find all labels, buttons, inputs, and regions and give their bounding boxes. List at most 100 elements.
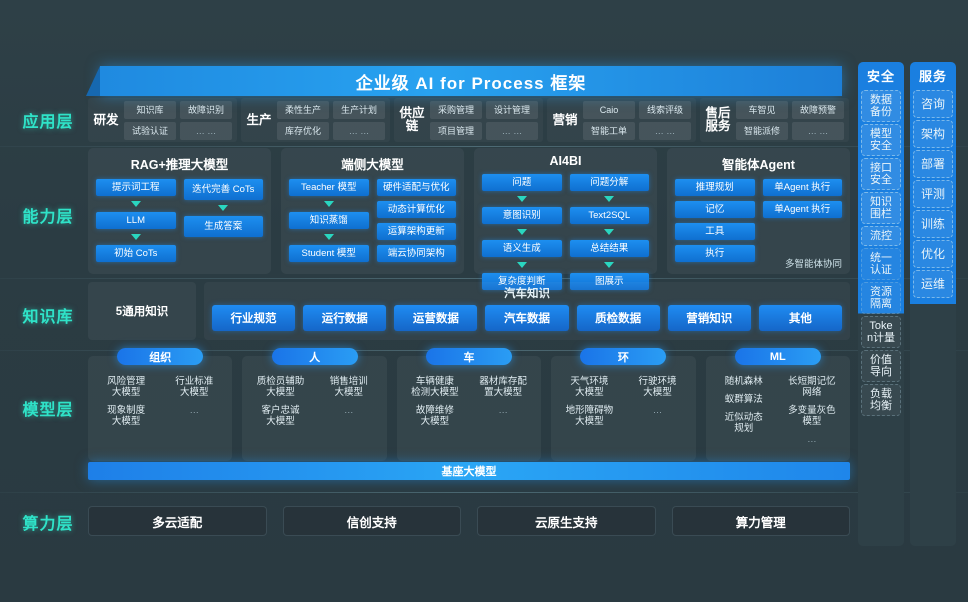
app-tile[interactable]: 试验认证 bbox=[124, 121, 176, 140]
capability-chip[interactable]: 单Agent 执行 bbox=[762, 201, 842, 218]
app-tile[interactable]: 车智见 bbox=[736, 100, 788, 119]
security-rail-item-5[interactable]: 统一 认证 bbox=[861, 248, 901, 280]
service-rail-item-1[interactable]: 架构 bbox=[913, 120, 953, 148]
capability-chip[interactable]: LLM bbox=[96, 212, 176, 229]
security-rail-item-6[interactable]: 资源 隔离 bbox=[861, 282, 901, 314]
security-rail-item-0[interactable]: 数据 备份 bbox=[861, 90, 901, 122]
capability-chip[interactable]: 生成答案 bbox=[183, 216, 263, 237]
app-tile[interactable]: 线索评级 bbox=[639, 100, 691, 119]
capability-chip[interactable]: 迭代完善 CoTs bbox=[183, 179, 263, 200]
model-item[interactable]: 随机森林 bbox=[724, 376, 763, 387]
framework-title-banner: 企业级 AI for Process 框架 bbox=[86, 66, 842, 96]
capability-card-title: RAG+推理大模型 bbox=[130, 158, 229, 172]
model-item[interactable]: … bbox=[652, 405, 663, 416]
security-rail-item-1[interactable]: 模型 安全 bbox=[861, 124, 901, 156]
app-tile[interactable]: 生产计划 bbox=[333, 100, 385, 119]
app-tile[interactable]: 库存优化 bbox=[277, 121, 329, 140]
capability-chip[interactable]: 提示词工程 bbox=[96, 179, 176, 196]
capability-chip[interactable]: 动态计算优化 bbox=[376, 201, 456, 218]
capability-chip[interactable]: 图展示 bbox=[569, 273, 649, 290]
model-item[interactable]: 行驶环境 大模型 bbox=[638, 376, 677, 398]
app-tile[interactable]: … … bbox=[792, 121, 844, 140]
capability-chip[interactable]: 总结结果 bbox=[569, 240, 649, 257]
service-rail-item-3[interactable]: 评测 bbox=[913, 180, 953, 208]
service-rail-item-2[interactable]: 部署 bbox=[913, 150, 953, 178]
service-rail-item-5[interactable]: 优化 bbox=[913, 240, 953, 268]
capability-chip[interactable]: Text2SQL bbox=[569, 207, 649, 224]
capability-chip[interactable]: 复杂度判断 bbox=[482, 273, 562, 290]
app-group-1: 生产 柔性生产 库存优化 生产计划 … … bbox=[241, 98, 390, 142]
model-item[interactable]: 风险管理 大模型 bbox=[107, 376, 146, 398]
model-item[interactable]: 近似动态 规划 bbox=[724, 412, 763, 434]
app-tile[interactable]: Caio bbox=[583, 100, 635, 119]
knowledge-tag-2[interactable]: 运营数据 bbox=[394, 305, 478, 331]
capability-chip[interactable]: 单Agent 执行 bbox=[762, 179, 842, 196]
knowledge-tag-0[interactable]: 行业规范 bbox=[212, 305, 296, 331]
model-item[interactable]: 质检员辅助 大模型 bbox=[256, 376, 305, 398]
service-rail-item-0[interactable]: 咨询 bbox=[913, 90, 953, 118]
capability-chip[interactable]: 初始 CoTs bbox=[96, 245, 176, 262]
knowledge-tag-5[interactable]: 营销知识 bbox=[667, 305, 751, 331]
model-item[interactable]: … bbox=[189, 405, 200, 416]
service-rail-item-4[interactable]: 训练 bbox=[913, 210, 953, 238]
model-item[interactable]: 车辆健康 检测大模型 bbox=[411, 376, 459, 398]
app-tile[interactable]: 知识库 bbox=[124, 100, 176, 119]
knowledge-tag-6[interactable]: 其他 bbox=[758, 305, 842, 331]
capability-chip[interactable]: 记忆 bbox=[675, 201, 755, 218]
capability-chip[interactable]: 问题 bbox=[482, 174, 562, 191]
capability-chip[interactable]: 知识蒸馏 bbox=[289, 212, 369, 229]
model-item[interactable]: 故障维修 大模型 bbox=[415, 405, 454, 427]
app-tile[interactable]: 项目管理 bbox=[430, 121, 482, 140]
compute-item-0[interactable]: 多云适配 bbox=[88, 506, 267, 536]
service-rail-item-6[interactable]: 运维 bbox=[913, 270, 953, 298]
capability-chip[interactable]: 推理规划 bbox=[675, 179, 755, 196]
app-tile[interactable]: 故障预警 bbox=[792, 100, 844, 119]
model-item[interactable]: … bbox=[343, 405, 354, 416]
capability-chip[interactable]: Student 模型 bbox=[289, 245, 369, 262]
security-rail-item-4[interactable]: 流控 bbox=[861, 226, 901, 246]
capability-chip[interactable]: 运算架构更新 bbox=[376, 223, 456, 240]
knowledge-tag-3[interactable]: 汽车数据 bbox=[485, 305, 569, 331]
model-item[interactable]: 行业标准 大模型 bbox=[175, 376, 214, 398]
knowledge-tag-1[interactable]: 运行数据 bbox=[303, 305, 387, 331]
compute-item-2[interactable]: 云原生支持 bbox=[477, 506, 656, 536]
capability-chip[interactable]: 语义生成 bbox=[482, 240, 562, 257]
app-tile[interactable]: … … bbox=[180, 121, 232, 140]
model-item[interactable]: 现象制度 大模型 bbox=[107, 405, 146, 427]
model-item[interactable]: … bbox=[807, 434, 817, 445]
capability-chip[interactable]: 问题分解 bbox=[569, 174, 649, 191]
app-tile[interactable]: … … bbox=[486, 121, 538, 140]
security-rail-item-7[interactable]: Toke n计量 bbox=[861, 316, 901, 348]
capability-chip[interactable]: 工具 bbox=[675, 223, 755, 240]
app-tile[interactable]: … … bbox=[639, 121, 691, 140]
model-item[interactable]: … bbox=[498, 405, 508, 416]
capability-chip[interactable]: 意图识别 bbox=[482, 207, 562, 224]
model-item[interactable]: 销售培训 大模型 bbox=[329, 376, 368, 398]
security-rail-item-8[interactable]: 价值 导向 bbox=[861, 350, 901, 382]
app-tile[interactable]: 智能工单 bbox=[583, 121, 635, 140]
security-rail-item-2[interactable]: 接口 安全 bbox=[861, 158, 901, 190]
security-rail-item-3[interactable]: 知识 围栏 bbox=[861, 192, 901, 224]
general-knowledge-box[interactable]: 5通用知识 bbox=[88, 282, 196, 340]
app-tile[interactable]: 采购管理 bbox=[430, 100, 482, 119]
model-item[interactable]: 蚁群算法 bbox=[724, 394, 763, 405]
app-tile[interactable]: 柔性生产 bbox=[277, 100, 329, 119]
knowledge-tag-4[interactable]: 质检数据 bbox=[576, 305, 660, 331]
security-rail-item-9[interactable]: 负载 均衡 bbox=[861, 384, 901, 416]
compute-item-3[interactable]: 算力管理 bbox=[671, 506, 850, 536]
capability-chip[interactable]: 硬件适配与优化 bbox=[376, 179, 456, 196]
capability-chip[interactable]: 执行 bbox=[675, 245, 755, 262]
model-item[interactable]: 地形障碍物 大模型 bbox=[565, 405, 614, 427]
app-tile[interactable]: 智能派修 bbox=[736, 121, 788, 140]
capability-chip[interactable]: Teacher 模型 bbox=[289, 179, 369, 196]
app-tile[interactable]: … … bbox=[333, 121, 385, 140]
model-item[interactable]: 客户忠诚 大模型 bbox=[261, 405, 300, 427]
app-tile[interactable]: 故障识别 bbox=[180, 100, 232, 119]
app-tile[interactable]: 设计管理 bbox=[486, 100, 538, 119]
model-item[interactable]: 器材库存配 置大模型 bbox=[479, 376, 527, 398]
model-item[interactable]: 长短期记忆 网络 bbox=[788, 376, 836, 398]
model-item[interactable]: 多变量灰色 模型 bbox=[788, 405, 836, 427]
model-item[interactable]: 天气环境 大模型 bbox=[570, 376, 609, 398]
capability-chip[interactable]: 端云协同架构 bbox=[376, 245, 456, 262]
compute-item-1[interactable]: 信创支持 bbox=[282, 506, 461, 536]
